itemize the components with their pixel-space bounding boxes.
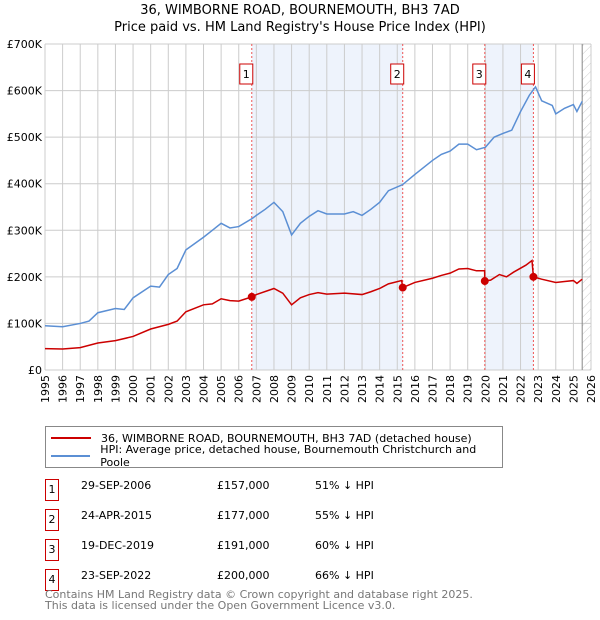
- sale-hpi-diff: 51% ↓ HPI: [315, 479, 374, 492]
- x-tick-label: 2024: [550, 375, 563, 403]
- sale-label: 1: [243, 68, 250, 81]
- shaded-period: [251, 44, 403, 370]
- property-price-line: [44, 259, 583, 350]
- sale-hpi-diff: 55% ↓ HPI: [315, 509, 374, 522]
- sale-price: £191,000: [217, 539, 270, 552]
- x-tick-label: 2004: [198, 375, 211, 403]
- footer-line-1: Contains HM Land Registry data © Crown c…: [45, 588, 473, 601]
- x-tick-label: 2009: [286, 375, 299, 403]
- x-tick-label: 2013: [356, 375, 369, 403]
- sale-point: [480, 277, 489, 286]
- x-tick-label: 2015: [391, 375, 404, 403]
- chart-subtitle: Price paid vs. HM Land Registry's House …: [114, 20, 486, 35]
- y-tick-label: £500K: [7, 131, 43, 144]
- x-tick-label: 2019: [462, 375, 475, 403]
- sale-row: 4 23-SEP-2022 £200,000 66% ↓ HPI: [45, 567, 545, 591]
- sale-label-box: [239, 63, 254, 85]
- sale-price: £157,000: [217, 479, 270, 492]
- x-tick-label: 2025: [567, 375, 580, 403]
- x-tick-label: 2002: [162, 375, 175, 403]
- x-tick-label: 1995: [39, 375, 52, 403]
- sale-row: 2 24-APR-2015 £177,000 55% ↓ HPI: [45, 507, 545, 531]
- x-tick-label: 2012: [338, 375, 351, 403]
- x-tick-label: 1996: [57, 375, 70, 403]
- x-tick-label: 1997: [74, 375, 87, 403]
- legend: 36, WIMBORNE ROAD, BOURNEMOUTH, BH3 7AD …: [45, 426, 503, 469]
- chart-title: 36, WIMBORNE ROAD, BOURNEMOUTH, BH3 7AD: [140, 3, 460, 18]
- forecast-hatch: [582, 44, 591, 370]
- x-tick-label: 2000: [127, 375, 140, 403]
- x-tick-label: 2003: [180, 375, 193, 403]
- footer: Contains HM Land Registry data © Crown c…: [45, 589, 473, 611]
- sale-date: 19-DEC-2019: [81, 539, 155, 552]
- sale-label: 3: [476, 68, 483, 81]
- sale-number: 3: [45, 539, 59, 561]
- y-tick-label: £0: [28, 364, 42, 377]
- legend-label-hpi: HPI: Average price, detached house, Bour…: [100, 443, 477, 469]
- x-tick-label: 2026: [585, 375, 598, 403]
- footer-line-2: This data is licensed under the Open Gov…: [45, 599, 396, 612]
- x-tick-label: 2010: [303, 375, 316, 403]
- sale-row: 1 29-SEP-2006 £157,000 51% ↓ HPI: [45, 477, 545, 501]
- x-tick-label: 2017: [426, 375, 439, 403]
- x-tick-label: 2023: [532, 375, 545, 403]
- y-tick-label: £200K: [7, 271, 43, 284]
- x-tick-label: 1999: [109, 375, 122, 403]
- sale-row: 3 19-DEC-2019 £191,000 60% ↓ HPI: [45, 537, 545, 561]
- legend-swatch-property: [51, 437, 91, 439]
- shaded-period: [484, 44, 534, 370]
- y-tick-label: £300K: [7, 224, 43, 237]
- sale-number: 2: [45, 509, 59, 531]
- y-tick-label: £600K: [7, 85, 43, 98]
- sale-point: [529, 272, 538, 281]
- y-tick-label: £100K: [7, 317, 43, 330]
- sale-point: [398, 283, 407, 292]
- sale-label: 2: [394, 68, 401, 81]
- sale-date: 23-SEP-2022: [81, 569, 152, 582]
- legend-label-property: 36, WIMBORNE ROAD, BOURNEMOUTH, BH3 7AD …: [101, 431, 472, 445]
- sale-price: £200,000: [217, 569, 270, 582]
- x-tick-label: 2006: [233, 375, 246, 403]
- x-tick-label: 1998: [92, 375, 105, 403]
- sale-hpi-diff: 60% ↓ HPI: [315, 539, 374, 552]
- sale-price: £177,000: [217, 509, 270, 522]
- chart-svg: 1995 1996 1997 1998 1999 2000 2001 2002 2003 2004…: [7, 38, 598, 403]
- y-tick-label: £400K: [7, 178, 43, 191]
- hpi-line: [44, 85, 583, 328]
- sale-number: 1: [45, 479, 59, 501]
- x-tick-label: 2014: [374, 375, 387, 403]
- sale-hpi-diff: 66% ↓ HPI: [315, 569, 374, 582]
- x-tick-label: 2018: [444, 375, 457, 403]
- sale-label-box: [390, 63, 405, 85]
- sale-label: 4: [524, 68, 531, 81]
- x-tick-label: 2005: [215, 375, 228, 403]
- sale-label-box: [472, 63, 487, 85]
- sale-label-box: [520, 63, 535, 85]
- x-tick-label: 2007: [250, 375, 263, 403]
- sale-point: [247, 292, 256, 301]
- x-tick-label: 2022: [515, 375, 528, 403]
- x-tick-label: 2016: [409, 375, 422, 403]
- x-tick-label: 2020: [479, 375, 492, 403]
- sale-date: 24-APR-2015: [81, 509, 153, 522]
- x-tick-label: 2008: [268, 375, 281, 403]
- sale-date: 29-SEP-2006: [81, 479, 152, 492]
- sale-number: 4: [45, 569, 59, 591]
- x-tick-label: 2021: [497, 375, 510, 403]
- x-tick-label: 2011: [321, 375, 334, 403]
- y-tick-label: £700K: [7, 38, 43, 51]
- x-tick-label: 2001: [145, 375, 158, 403]
- legend-swatch-hpi: [51, 455, 91, 457]
